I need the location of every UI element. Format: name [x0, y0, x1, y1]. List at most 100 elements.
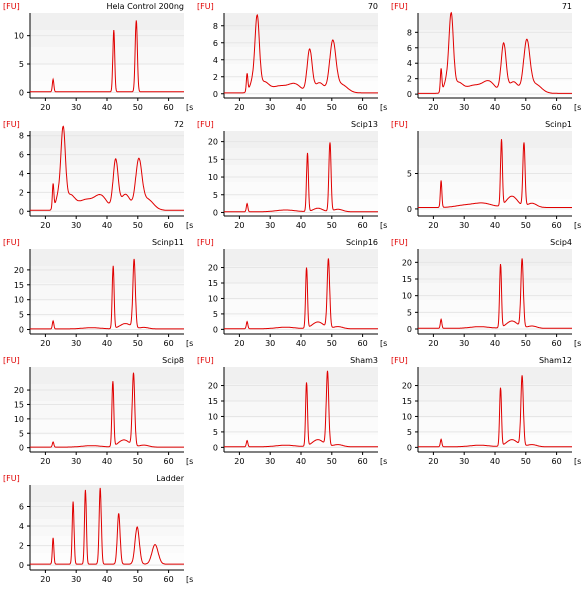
plot-background-band — [418, 182, 572, 200]
plot-background-band — [224, 64, 378, 82]
x-tick-label: 30 — [265, 457, 275, 466]
y-unit-label: [FU] — [3, 474, 20, 483]
x-tick-label: 40 — [490, 103, 500, 112]
chart-title: Sham12 — [539, 356, 572, 365]
x-tick-label: 40 — [490, 457, 500, 466]
y-tick-label: 0 — [19, 444, 24, 453]
x-tick-label: 40 — [102, 457, 112, 466]
y-unit-label: [FU] — [3, 356, 20, 365]
y-tick-label: 0 — [213, 325, 218, 334]
x-tick-label: 50 — [133, 339, 143, 348]
x-unit-label: [s] — [574, 103, 582, 112]
y-tick-label: 0 — [213, 208, 218, 217]
plot-background-band — [30, 401, 184, 419]
x-tick-label: 30 — [71, 103, 81, 112]
x-unit-label: [s] — [186, 457, 194, 466]
plot-background-band — [418, 148, 572, 166]
plot-background-band — [30, 384, 184, 402]
plot-background-band — [224, 182, 378, 200]
x-tick-label: 60 — [358, 339, 368, 348]
plot-background-band — [224, 249, 378, 267]
plot-background-band — [30, 329, 184, 334]
plot-background-band — [30, 266, 184, 284]
x-tick-label: 30 — [459, 339, 469, 348]
plot-background-band — [224, 418, 378, 436]
y-tick-label: 5 — [19, 429, 24, 438]
x-tick-label: 20 — [40, 339, 50, 348]
chart-panel: 0 5 10 15 20 20 30 40 50 60 [FU] [s] Scinp11 — [3, 238, 194, 348]
y-tick-label: 0 — [213, 443, 218, 452]
x-tick-label: 40 — [490, 221, 500, 230]
plot-background-band — [30, 300, 184, 318]
x-tick-label: 50 — [521, 457, 531, 466]
plot-background-band — [30, 92, 184, 98]
y-tick-label: 6 — [19, 151, 24, 160]
y-tick-label: 0 — [213, 90, 218, 99]
y-tick-label: 5 — [19, 60, 24, 69]
x-tick-label: 20 — [234, 339, 244, 348]
y-tick-label: 10 — [208, 412, 218, 421]
x-tick-label: 20 — [234, 103, 244, 112]
plot-background-band — [224, 30, 378, 48]
plot-background-band — [224, 212, 378, 216]
x-tick-label: 40 — [296, 339, 306, 348]
x-tick-label: 40 — [102, 339, 112, 348]
chart-title: 72 — [174, 120, 184, 129]
y-tick-label: 4 — [213, 56, 218, 65]
x-unit-label: [s] — [574, 457, 582, 466]
x-tick-label: 30 — [265, 103, 275, 112]
x-tick-label: 40 — [296, 103, 306, 112]
x-tick-label: 30 — [71, 339, 81, 348]
x-unit-label: [s] — [380, 221, 388, 230]
y-unit-label: [FU] — [391, 238, 408, 247]
plot-background-band — [30, 485, 184, 503]
chart-panel: 0 2 4 6 8 20 30 40 50 60 [FU] [s] 71 — [391, 2, 582, 112]
y-tick-label: 15 — [402, 397, 412, 406]
plot-background-band — [30, 148, 184, 166]
x-tick-label: 20 — [40, 221, 50, 230]
plot-background-band — [418, 249, 572, 267]
trace-line — [418, 258, 572, 329]
x-tick-label: 50 — [521, 103, 531, 112]
x-tick-label: 60 — [552, 103, 562, 112]
y-tick-label: 6 — [19, 502, 24, 511]
plot-background-band — [30, 64, 184, 82]
y-tick-label: 8 — [19, 132, 24, 141]
trace-line — [418, 375, 572, 448]
y-unit-label: [FU] — [197, 2, 214, 11]
chart-title: 70 — [368, 2, 378, 11]
y-tick-label: 5 — [19, 311, 24, 320]
x-tick-label: 20 — [428, 339, 438, 348]
chart-title: Sham3 — [350, 356, 378, 365]
x-tick-label: 20 — [40, 575, 50, 584]
y-tick-label: 20 — [402, 382, 412, 391]
x-tick-label: 40 — [296, 457, 306, 466]
x-tick-label: 60 — [164, 457, 174, 466]
x-tick-label: 60 — [164, 575, 174, 584]
y-tick-label: 0 — [407, 325, 412, 334]
y-tick-label: 8 — [407, 28, 412, 37]
plot-background-band — [224, 384, 378, 402]
plot-background-band — [224, 165, 378, 183]
x-tick-label: 30 — [459, 221, 469, 230]
x-tick-label: 40 — [102, 221, 112, 230]
y-tick-label: 6 — [213, 39, 218, 48]
plot-background-band — [224, 283, 378, 301]
plot-background-band — [30, 131, 184, 149]
plot-background-band — [418, 13, 572, 31]
trace-line — [30, 487, 184, 565]
x-tick-label: 30 — [265, 339, 275, 348]
plot-background-band — [30, 565, 184, 570]
y-tick-label: 0 — [19, 88, 24, 97]
x-tick-label: 40 — [490, 339, 500, 348]
y-unit-label: [FU] — [391, 120, 408, 129]
chart-panel: 0 5 10 15 20 20 30 40 50 60 [FU] [s] Scip4 — [391, 238, 582, 348]
y-tick-label: 4 — [407, 59, 412, 68]
y-tick-label: 8 — [213, 22, 218, 31]
plot-background-band — [224, 300, 378, 318]
y-tick-label: 0 — [19, 561, 24, 570]
y-tick-label: 20 — [208, 264, 218, 273]
x-tick-label: 60 — [552, 457, 562, 466]
chart-title: Scinp16 — [346, 238, 378, 247]
